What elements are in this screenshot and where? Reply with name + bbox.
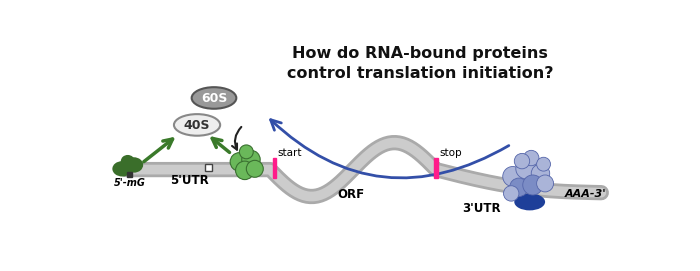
- Circle shape: [503, 166, 523, 186]
- Ellipse shape: [174, 114, 220, 136]
- Circle shape: [239, 145, 253, 159]
- Text: 3'UTR: 3'UTR: [463, 202, 501, 215]
- Text: control translation initiation?: control translation initiation?: [287, 66, 554, 81]
- Circle shape: [230, 153, 248, 171]
- FancyBboxPatch shape: [272, 158, 276, 178]
- Circle shape: [235, 161, 254, 180]
- Circle shape: [531, 164, 550, 183]
- Text: 5'-mG: 5'-mG: [114, 178, 146, 188]
- Text: ORF: ORF: [337, 188, 365, 201]
- Text: 40S: 40S: [184, 119, 210, 132]
- FancyBboxPatch shape: [434, 158, 438, 178]
- Ellipse shape: [125, 157, 144, 173]
- Circle shape: [523, 175, 542, 195]
- Circle shape: [241, 150, 260, 169]
- Text: How do RNA-bound proteins: How do RNA-bound proteins: [293, 46, 548, 61]
- Text: stop: stop: [440, 149, 462, 159]
- Circle shape: [537, 157, 550, 171]
- Circle shape: [516, 159, 536, 179]
- Text: AAA-3': AAA-3': [565, 189, 607, 199]
- Text: 5'UTR: 5'UTR: [170, 174, 209, 187]
- Ellipse shape: [112, 161, 132, 176]
- Circle shape: [503, 186, 519, 201]
- Ellipse shape: [514, 193, 545, 210]
- Text: start: start: [278, 149, 302, 159]
- Ellipse shape: [121, 155, 134, 167]
- Circle shape: [514, 153, 530, 169]
- Circle shape: [510, 178, 528, 196]
- Text: 60S: 60S: [201, 92, 228, 105]
- FancyBboxPatch shape: [127, 172, 132, 177]
- Circle shape: [524, 150, 539, 166]
- Circle shape: [537, 175, 554, 192]
- Circle shape: [246, 160, 263, 177]
- Ellipse shape: [192, 87, 237, 109]
- FancyBboxPatch shape: [204, 164, 211, 171]
